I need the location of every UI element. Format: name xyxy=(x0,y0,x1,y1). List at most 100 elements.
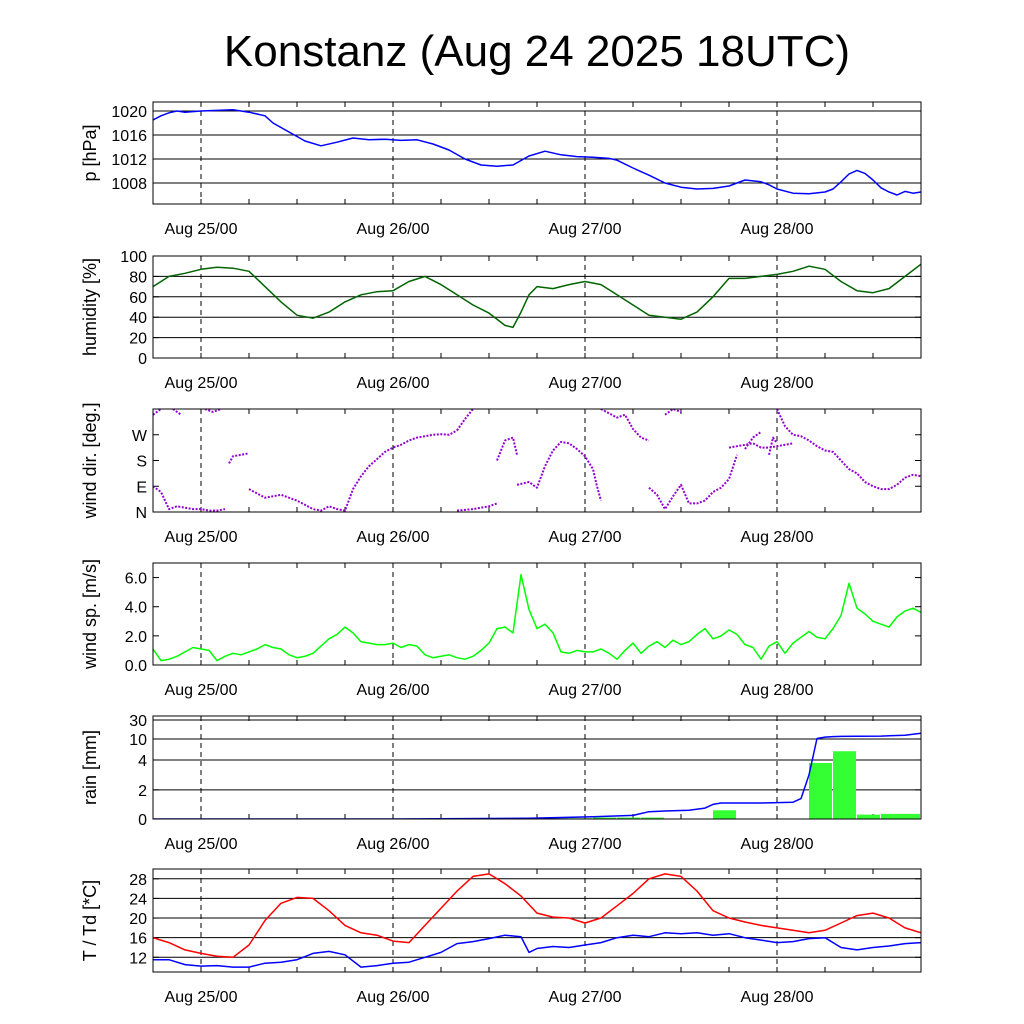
series-wind_dir xyxy=(664,409,682,416)
series-wind_dir xyxy=(600,409,650,442)
y-tick-label: 30 xyxy=(129,713,147,730)
panel-4: 0.0 2.0 4.0 6.0 Aug 25/00 Aug 26/00 Aug 27/00 A… xyxy=(80,559,922,699)
rain-bar xyxy=(641,817,664,819)
series-wind_dir xyxy=(456,502,498,512)
panel-frame xyxy=(152,101,922,205)
panel-6: 12 16 20 24 28 Aug 25/00 Aug 26/00 Aug 27/00 Aug… xyxy=(80,868,922,1006)
y-tick-label: 2 xyxy=(138,783,147,800)
plot-area xyxy=(153,109,921,196)
x-tick-label: Aug 26/00 xyxy=(357,375,430,392)
x-tick-label: Aug 25/00 xyxy=(165,375,238,392)
series-wind_dir xyxy=(248,429,458,512)
plot-area xyxy=(153,732,921,819)
x-tick-label: Aug 27/00 xyxy=(549,989,622,1006)
series-wind_dir xyxy=(496,436,518,461)
series-wind_dir xyxy=(204,409,222,413)
y-tick-label: 1016 xyxy=(111,128,147,145)
panel-frame xyxy=(152,408,922,513)
y-tick-label: 0 xyxy=(138,812,147,829)
x-tick-label: Aug 26/00 xyxy=(357,836,430,853)
series-wind_dir xyxy=(744,431,762,450)
series-wind_dir xyxy=(516,440,602,501)
rain-bar xyxy=(593,817,616,819)
y-tick-label: 24 xyxy=(129,891,147,908)
y-tick-label: 100 xyxy=(120,249,147,266)
y-tick-label: 1020 xyxy=(111,104,147,121)
rain-bar xyxy=(833,751,856,819)
x-tick-label: Aug 26/00 xyxy=(357,221,430,238)
series-wind_dir xyxy=(172,409,182,416)
x-tick-label: Aug 28/00 xyxy=(741,221,814,238)
x-tick-label: Aug 27/00 xyxy=(549,682,622,699)
y-tick-label: N xyxy=(135,505,147,522)
y-tick-label: 40 xyxy=(129,310,147,327)
rain-bar xyxy=(713,810,736,819)
series-humidity xyxy=(153,263,921,329)
y-tick-label: 20 xyxy=(129,331,147,348)
y-tick-label: 10 xyxy=(129,732,147,749)
panel-frame xyxy=(152,868,922,973)
x-tick-label: Aug 27/00 xyxy=(549,375,622,392)
series-wind_dir xyxy=(456,409,474,432)
series-rain_cum xyxy=(153,732,921,819)
x-tick-label: Aug 28/00 xyxy=(741,682,814,699)
y-tick-label: 80 xyxy=(129,269,147,286)
y-tick-label: 2.0 xyxy=(125,629,147,646)
y-tick-label: 16 xyxy=(129,931,147,948)
panel-1: 1008 1012 1016 1020 Aug 25/00 Aug 26/00 Aug 27… xyxy=(80,101,922,238)
y-tick-label: 12 xyxy=(129,950,147,967)
plot-area xyxy=(153,409,921,512)
panel-5: 0 2 4 10 30 Aug 25/00 Aug 26/00 Aug 27/00 Aug 28… xyxy=(80,713,922,853)
y-tick-label: 6.0 xyxy=(125,571,147,588)
panel-2: 0 20 40 60 80 100 Aug 25/00 Aug 26/00 Aug 27/00 A… xyxy=(80,249,922,392)
y-tick-label: 28 xyxy=(129,872,147,889)
series-wind_dir xyxy=(228,452,250,464)
series-temperature xyxy=(153,873,921,959)
x-tick-label: Aug 25/00 xyxy=(165,682,238,699)
x-tick-label: Aug 28/00 xyxy=(741,836,814,853)
y-tick-label: 60 xyxy=(129,290,147,307)
panel-frame xyxy=(152,715,922,820)
y-axis-label: wind dir. [deg.] xyxy=(80,402,100,519)
plot-area xyxy=(153,263,921,329)
y-tick-label: E xyxy=(136,479,147,496)
x-tick-label: Aug 27/00 xyxy=(549,529,622,546)
y-tick-label: 0.0 xyxy=(125,658,147,675)
y-axis-label: humidity [%] xyxy=(80,258,100,356)
x-tick-label: Aug 28/00 xyxy=(741,375,814,392)
x-tick-label: Aug 26/00 xyxy=(357,529,430,546)
rain-bar xyxy=(809,762,832,819)
series-wind_dir xyxy=(776,409,921,491)
x-tick-label: Aug 28/00 xyxy=(741,529,814,546)
y-axis-label: T / Td [*C] xyxy=(80,880,100,961)
y-axis-label: wind sp. [m/s] xyxy=(80,559,100,670)
y-tick-label: 20 xyxy=(129,911,147,928)
series-wind_speed xyxy=(153,573,921,662)
series-wind_dir xyxy=(153,409,162,416)
panel-frame xyxy=(152,255,922,359)
y-tick-label: 1008 xyxy=(111,176,147,193)
y-axis-label: rain [mm] xyxy=(80,730,100,805)
x-tick-label: Aug 25/00 xyxy=(165,529,238,546)
panel-frame xyxy=(152,562,922,666)
plot-area xyxy=(153,573,921,662)
x-tick-label: Aug 26/00 xyxy=(357,682,430,699)
series-dewpoint xyxy=(153,932,921,968)
y-tick-label: S xyxy=(136,454,147,471)
series-wind_dir xyxy=(153,485,226,512)
x-tick-label: Aug 27/00 xyxy=(549,221,622,238)
rain-bar xyxy=(617,817,640,819)
y-tick-label: 4 xyxy=(138,753,147,770)
x-tick-label: Aug 28/00 xyxy=(741,989,814,1006)
y-tick-label: 0 xyxy=(138,351,147,368)
x-tick-label: Aug 25/00 xyxy=(165,221,238,238)
rain-bar xyxy=(881,813,920,819)
y-tick-label: 4.0 xyxy=(125,600,147,617)
x-tick-label: Aug 25/00 xyxy=(165,836,238,853)
series-wind_dir xyxy=(768,436,778,456)
plot-area xyxy=(153,873,921,968)
series-pressure xyxy=(153,109,921,196)
